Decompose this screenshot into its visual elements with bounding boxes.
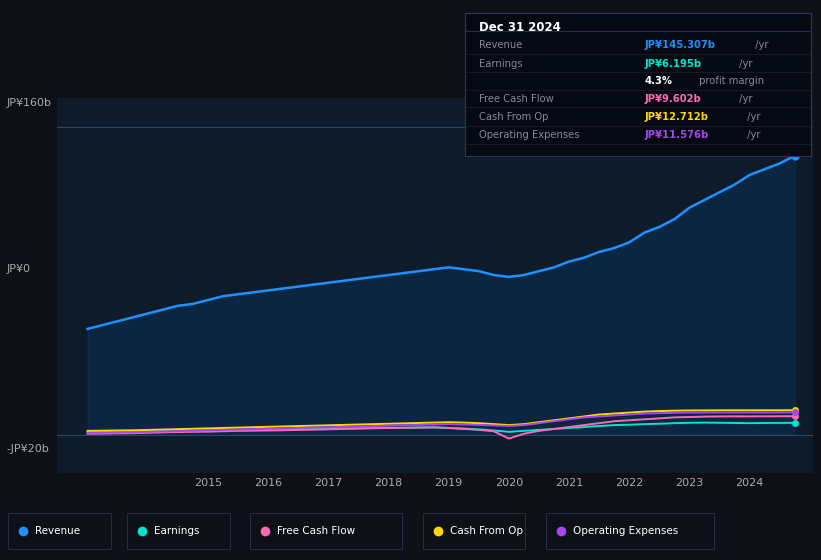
Text: /yr: /yr [736, 59, 752, 68]
Text: JP¥0: JP¥0 [6, 264, 30, 274]
Text: profit margin: profit margin [695, 76, 764, 86]
Text: Cash From Op: Cash From Op [479, 112, 548, 122]
Text: Free Cash Flow: Free Cash Flow [479, 94, 553, 104]
Text: Free Cash Flow: Free Cash Flow [277, 526, 355, 535]
FancyBboxPatch shape [423, 513, 525, 549]
FancyBboxPatch shape [127, 513, 230, 549]
Text: JP¥12.712b: JP¥12.712b [644, 112, 709, 122]
Text: JP¥11.576b: JP¥11.576b [644, 130, 709, 140]
FancyBboxPatch shape [546, 513, 714, 549]
Text: Dec 31 2024: Dec 31 2024 [479, 21, 561, 34]
Text: Operating Expenses: Operating Expenses [573, 526, 678, 535]
FancyBboxPatch shape [250, 513, 402, 549]
Text: Operating Expenses: Operating Expenses [479, 130, 579, 140]
Text: 4.3%: 4.3% [644, 76, 673, 86]
Text: /yr: /yr [744, 112, 760, 122]
Text: /yr: /yr [736, 94, 752, 104]
Text: Revenue: Revenue [35, 526, 80, 535]
Text: JP¥160b: JP¥160b [6, 98, 51, 108]
Text: JP¥6.195b: JP¥6.195b [644, 59, 702, 68]
Text: /yr: /yr [744, 130, 760, 140]
Text: JP¥9.602b: JP¥9.602b [644, 94, 702, 104]
Text: Cash From Op: Cash From Op [450, 526, 523, 535]
Text: /yr: /yr [751, 40, 768, 50]
Text: Earnings: Earnings [479, 59, 522, 68]
Text: JP¥145.307b: JP¥145.307b [644, 40, 716, 50]
FancyBboxPatch shape [8, 513, 111, 549]
Text: -JP¥20b: -JP¥20b [6, 444, 49, 454]
Text: Revenue: Revenue [479, 40, 522, 50]
Text: Earnings: Earnings [154, 526, 200, 535]
